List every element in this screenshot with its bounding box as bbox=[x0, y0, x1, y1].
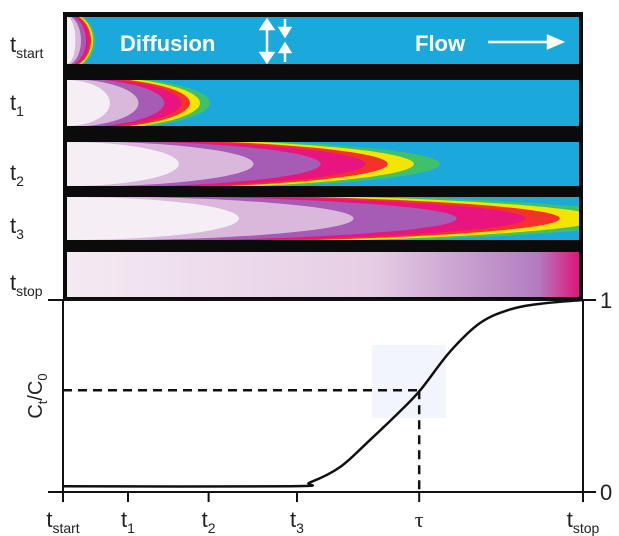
panels bbox=[67, 17, 579, 297]
panel-label-main: t bbox=[10, 32, 16, 57]
panel bbox=[67, 17, 579, 64]
x-tick-label: t1 bbox=[121, 507, 135, 536]
panel-label-main: t bbox=[10, 213, 16, 238]
plume-band bbox=[67, 80, 110, 126]
x-tick-label-sub: 2 bbox=[208, 520, 216, 536]
y-label-sub: 0 bbox=[35, 373, 50, 380]
y-label: Ct/C0 bbox=[25, 373, 50, 418]
y-tick-label: 0 bbox=[600, 480, 612, 505]
plume bbox=[67, 80, 210, 126]
plume bbox=[67, 17, 95, 64]
x-tick-label-sub: 1 bbox=[127, 520, 135, 536]
panel-label-sub: start bbox=[16, 45, 43, 61]
x-tick-label-sub: start bbox=[52, 520, 79, 536]
x-tick-label-main: t bbox=[202, 507, 208, 532]
panel-label-main: t bbox=[10, 90, 16, 115]
plume-band bbox=[67, 17, 76, 64]
plume-band bbox=[67, 197, 239, 240]
panel-label: t1 bbox=[10, 90, 24, 119]
panel-label-sub: 3 bbox=[16, 226, 24, 242]
y-tick-label: 1 bbox=[600, 288, 612, 313]
panel-label-sub: stop bbox=[16, 283, 43, 299]
x-tick-label: tstart bbox=[46, 507, 79, 536]
panel-label-sub: 1 bbox=[16, 103, 24, 119]
plume-band bbox=[67, 142, 179, 186]
panel-label-sub: 2 bbox=[16, 173, 24, 189]
panel bbox=[67, 252, 579, 297]
x-tick-label-main: t bbox=[121, 507, 127, 532]
x-tick-label: t2 bbox=[202, 507, 216, 536]
x-tick-label-main: t bbox=[567, 507, 573, 532]
x-tick-label-sub: stop bbox=[573, 520, 600, 536]
panel-label: tstart bbox=[10, 32, 43, 61]
curve bbox=[62, 298, 584, 488]
panel-label: t2 bbox=[10, 160, 24, 189]
arrows bbox=[258, 17, 566, 65]
x-tick-label-main: τ bbox=[415, 507, 424, 532]
y-label-main: C bbox=[25, 404, 47, 418]
annotation: Diffusion bbox=[120, 31, 215, 56]
x-tick-label-main: t bbox=[46, 507, 52, 532]
panel-label-main: t bbox=[10, 160, 16, 185]
plume bbox=[67, 197, 579, 240]
panel-label-main: t bbox=[10, 270, 16, 295]
panel-label: tstop bbox=[10, 270, 43, 299]
x-tick-label-main: t bbox=[290, 507, 296, 532]
x-tick-label: t3 bbox=[290, 507, 304, 536]
y-label-sub: t bbox=[35, 400, 50, 404]
highlight bbox=[372, 345, 446, 418]
x-tick-label: tstop bbox=[567, 507, 600, 536]
y-label-main: /C bbox=[25, 381, 47, 401]
annotation: Flow bbox=[415, 31, 466, 56]
panel-label: t3 bbox=[10, 213, 24, 242]
x-tick-label: τ bbox=[415, 507, 424, 532]
x-tick-label-sub: 3 bbox=[296, 520, 304, 536]
plume bbox=[67, 142, 440, 186]
